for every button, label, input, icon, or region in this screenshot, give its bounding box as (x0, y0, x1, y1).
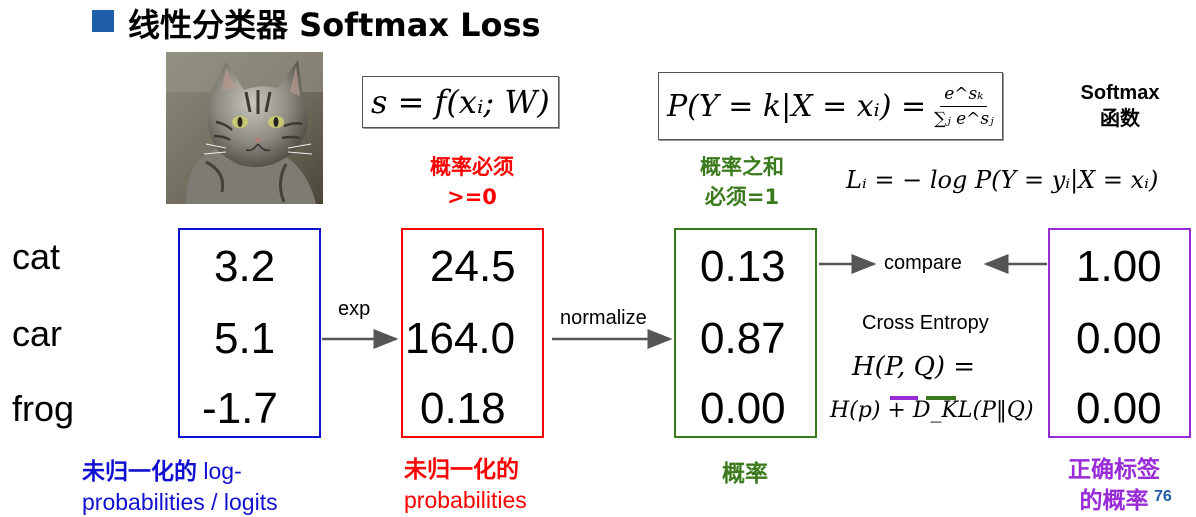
exp-caption-cn: 未归一化的 (404, 457, 519, 483)
label-frog: 0.00 (1076, 384, 1162, 433)
softmax-function-label: Softmax 函数 (1066, 80, 1174, 132)
label-cat: 1.00 (1076, 242, 1162, 291)
softmax-numerator: e^sₖ (940, 84, 988, 107)
exp-caption-en: probabilities (404, 487, 527, 513)
true-label-caption-line2: 的概率 (1079, 488, 1149, 514)
cross-entropy-formula-line2: H(p) + D_KL(P‖Q) (830, 398, 1034, 423)
class-label-car: car (12, 313, 63, 354)
true-label-box (1048, 228, 1191, 438)
nonnegative-note-line2: >=0 (447, 185, 497, 209)
logit-cat: 3.2 (214, 242, 276, 291)
softmax-denominator: ∑ⱼ e^sⱼ (934, 108, 994, 129)
softmax-formula-lhs: P(Y = k|X = xᵢ) = (667, 88, 927, 124)
cross-entropy-label: Cross Entropy (862, 312, 989, 334)
probs-caption: 概率 (722, 458, 768, 489)
exp-frog: 0.18 (420, 384, 506, 433)
exp-car: 164.0 (405, 314, 516, 363)
logit-car: 5.1 (214, 314, 276, 363)
logits-caption: 未归一化的 log- probabilities / logits (82, 456, 278, 517)
cross-entropy-formula-line1: H(P, Q) = (852, 352, 976, 382)
softmax-fraction: e^sₖ ∑ⱼ e^sⱼ (934, 84, 994, 129)
prob-cat: 0.13 (700, 242, 786, 291)
logits-caption-en2: probabilities / logits (82, 489, 278, 515)
nonnegative-note-line1: 概率必须 (430, 155, 514, 179)
cat-photo-icon (166, 52, 323, 204)
sum-to-one-note: 概率之和 必须=1 (682, 152, 802, 212)
nonnegative-note: 概率必须 >=0 (412, 152, 532, 212)
logits-caption-en1: log- (197, 458, 242, 484)
prob-car: 0.87 (700, 314, 786, 363)
exp-box (401, 228, 544, 438)
exp-caption: 未归一化的 probabilities (404, 454, 527, 515)
softmax-formula: P(Y = k|X = xᵢ) = e^sₖ ∑ⱼ e^sⱼ (658, 72, 1003, 140)
class-label-cat: cat (12, 236, 61, 277)
softmax-label-line1: Softmax (1080, 82, 1160, 104)
score-formula: s = f(xᵢ; W) (362, 76, 559, 128)
exp-arrow-label: exp (338, 298, 371, 320)
sum-to-one-note-line1: 概率之和 (700, 155, 784, 179)
logit-frog: -1.7 (202, 384, 278, 433)
probs-caption-cn: 概率 (722, 461, 768, 487)
sum-to-one-note-line2: 必须=1 (704, 185, 780, 209)
probabilities-box (674, 228, 817, 438)
normalize-arrow-label: normalize (560, 307, 647, 329)
loss-formula: Lᵢ = − log P(Y = yᵢ|X = xᵢ) (846, 166, 1159, 194)
slide-title: 线性分类器 Softmax Loss (128, 6, 541, 44)
prob-frog: 0.00 (700, 384, 786, 433)
softmax-label-line2: 函数 (1100, 108, 1140, 130)
exp-cat: 24.5 (430, 242, 516, 291)
logits-caption-cn: 未归一化的 (82, 459, 197, 485)
true-label-caption-line1: 正确标签 (1068, 457, 1160, 483)
cat-photo (166, 52, 323, 204)
compare-label: compare (884, 252, 962, 274)
logits-box (178, 228, 321, 438)
true-label-caption: 正确标签 的概率 (1062, 454, 1166, 516)
page-number: 76 (1154, 488, 1172, 505)
label-car: 0.00 (1076, 314, 1162, 363)
class-label-frog: frog (12, 388, 75, 429)
title-bullet-icon (92, 10, 114, 32)
